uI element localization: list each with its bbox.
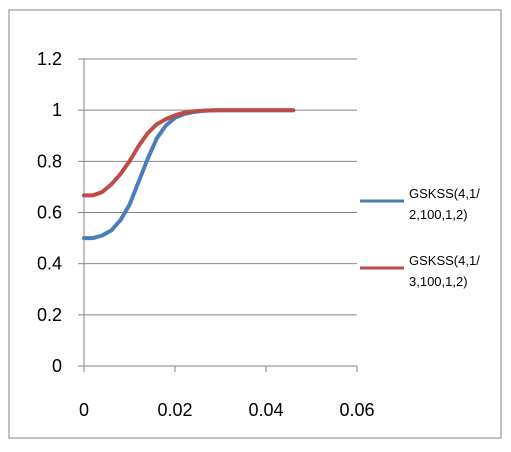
legend-label: GSKSS(4,1/ [409,253,480,268]
legend-label: GSKSS(4,1/ [409,186,480,201]
legend: GSKSS(4,1/2,100,1,2) GSKSS(4,1/3,100,1,2) [360,186,480,289]
x-tick-label: 0.06 [339,400,374,420]
x-tick-label: 0 [79,400,89,420]
y-tick-label: 1 [52,100,62,120]
y-tick-label: 0.6 [37,203,62,223]
y-tick-label: 0.8 [37,151,62,171]
y-tick-label: 0.4 [37,254,62,274]
y-tick-label: 0.2 [37,305,62,325]
series-lines [82,108,296,241]
tick-labels: 0 0.2 0.4 0.6 0.8 1 1.2 0 0.02 0.04 0.06 [37,49,375,420]
chart-border [8,9,502,439]
legend-label: 3,100,1,2) [409,274,468,289]
x-tick-label: 0.04 [248,400,283,420]
y-tick-label: 1.2 [37,49,62,69]
series-line-2 [82,108,296,198]
legend-label: 2,100,1,2) [409,207,468,222]
x-tick-label: 0.02 [157,400,192,420]
y-tick-label: 0 [52,356,62,376]
axes [78,58,358,372]
